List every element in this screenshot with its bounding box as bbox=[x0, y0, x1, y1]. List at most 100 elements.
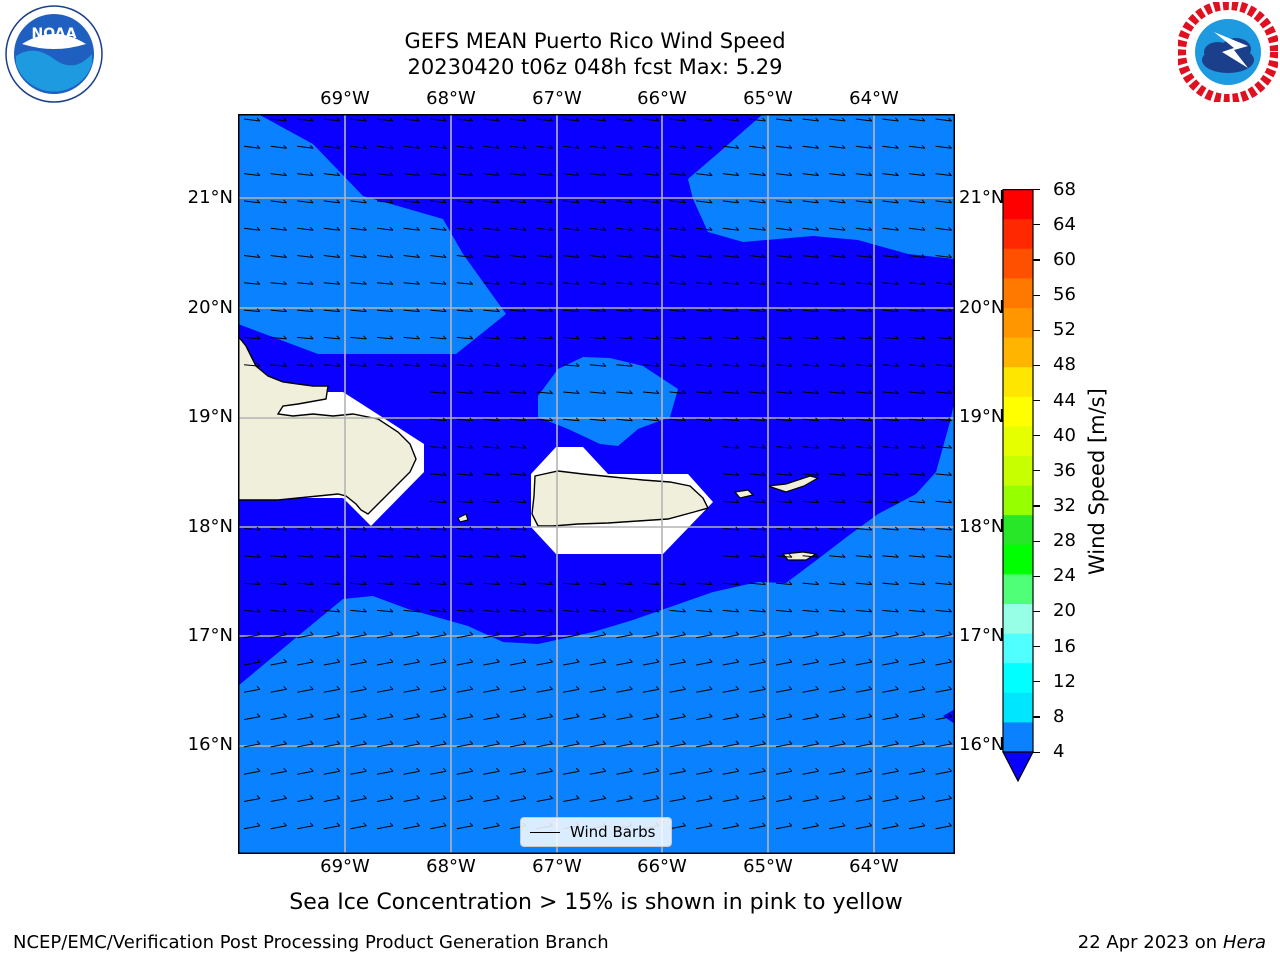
wind-barb bbox=[722, 767, 740, 775]
wind-barb bbox=[297, 553, 314, 558]
lon-tick-bottom-4: 66°W bbox=[637, 856, 687, 877]
colorbar-tick-mark bbox=[1033, 259, 1040, 261]
wind-barb bbox=[935, 658, 952, 666]
wind-barb bbox=[749, 472, 766, 476]
wind-barb bbox=[722, 390, 740, 394]
lat-tick-left-2: 20°N bbox=[187, 297, 233, 318]
wind-barb bbox=[430, 608, 447, 613]
wind-barb bbox=[908, 117, 926, 122]
wind-barb bbox=[908, 581, 926, 586]
wind-barb bbox=[483, 308, 500, 313]
wind-barb bbox=[297, 226, 314, 231]
wind-barb bbox=[456, 144, 474, 149]
wind-barb bbox=[350, 608, 367, 613]
wind-barb bbox=[775, 795, 793, 802]
wind-barb bbox=[350, 117, 367, 122]
wind-barb bbox=[536, 308, 553, 313]
wind-barb bbox=[403, 226, 420, 231]
wind-barb bbox=[376, 608, 394, 613]
wind-barb bbox=[882, 822, 899, 830]
wind-barb bbox=[829, 713, 846, 721]
wind-barb bbox=[430, 117, 447, 122]
wind-barb bbox=[802, 390, 819, 394]
colorbar-cell bbox=[1003, 574, 1033, 605]
wind-barb bbox=[376, 117, 394, 122]
wind-barb bbox=[483, 553, 500, 558]
wind-barb bbox=[403, 581, 420, 586]
colorbar-tick-mark bbox=[1033, 716, 1040, 718]
wind-barb bbox=[829, 117, 846, 122]
wind-barb bbox=[430, 822, 447, 830]
wind-barb bbox=[642, 117, 660, 122]
wind-barb bbox=[430, 767, 447, 775]
lat-tick-left-5: 17°N bbox=[187, 625, 233, 646]
colorbar-tick-label: 52 bbox=[1053, 319, 1076, 341]
wind-barb bbox=[403, 553, 420, 558]
wind-barb bbox=[669, 362, 686, 367]
wind-barb bbox=[376, 280, 394, 285]
colorbar-cell bbox=[1003, 219, 1033, 250]
wind-barb bbox=[456, 526, 474, 531]
wind-barb bbox=[749, 226, 766, 231]
wind-barb bbox=[669, 767, 686, 775]
wind-barb bbox=[483, 254, 500, 258]
wind-barb bbox=[642, 417, 660, 422]
wind-barb bbox=[509, 335, 527, 340]
wind-barb bbox=[908, 199, 926, 204]
wind-barb bbox=[563, 199, 580, 204]
wind-barb bbox=[908, 767, 926, 775]
wind-barb bbox=[642, 308, 660, 313]
wind-barb bbox=[430, 280, 447, 285]
wind-barb bbox=[669, 608, 686, 613]
wind-barb bbox=[323, 335, 341, 340]
wind-barb bbox=[855, 767, 873, 775]
wind-barb bbox=[376, 144, 394, 149]
wind-barb bbox=[430, 335, 447, 340]
wind-barb bbox=[775, 685, 793, 693]
wind-barb bbox=[642, 254, 660, 258]
wind-band-4-8-blob bbox=[538, 357, 678, 446]
wind-barb bbox=[509, 362, 527, 367]
wind-barb bbox=[563, 767, 580, 775]
wind-barb bbox=[350, 795, 367, 802]
wind-barb bbox=[908, 472, 926, 476]
wind-barb bbox=[403, 308, 420, 313]
wind-barb bbox=[350, 199, 367, 204]
wind-barb bbox=[749, 417, 766, 422]
wind-barb bbox=[749, 608, 766, 613]
wind-barb bbox=[243, 226, 261, 231]
wind-barb bbox=[696, 362, 713, 367]
map-title-line2: 20230420 t06z 048h fcst Max: 5.29 bbox=[407, 55, 783, 79]
colorbar-tick-label: 24 bbox=[1053, 565, 1076, 587]
lon-tick-bottom-3: 67°W bbox=[532, 856, 582, 877]
wind-barb bbox=[829, 472, 846, 476]
wind-barb bbox=[775, 472, 793, 476]
wind-barb bbox=[456, 713, 474, 721]
wind-barb bbox=[908, 144, 926, 149]
colorbar-cell bbox=[1003, 515, 1033, 546]
wind-barb bbox=[376, 308, 394, 313]
wind-barb bbox=[775, 117, 793, 122]
wind-barb bbox=[323, 362, 341, 367]
wind-barb bbox=[297, 685, 314, 693]
wind-barb bbox=[749, 362, 766, 367]
wind-barb bbox=[323, 280, 341, 285]
wind-barb bbox=[430, 499, 447, 504]
wind-barb bbox=[935, 740, 952, 748]
wind-barb bbox=[722, 631, 740, 639]
wind-barb bbox=[749, 117, 766, 122]
wind-barb bbox=[696, 581, 713, 586]
wind-barb bbox=[403, 199, 420, 204]
wind-barb bbox=[456, 444, 474, 449]
wind-barb bbox=[669, 713, 686, 721]
wind-barb bbox=[563, 335, 580, 340]
wind-barb bbox=[243, 685, 261, 693]
wind-barb bbox=[855, 172, 873, 177]
wind-barb bbox=[855, 499, 873, 504]
wind-barb bbox=[696, 740, 713, 748]
wind-barb bbox=[536, 335, 553, 340]
wind-barb bbox=[270, 767, 287, 775]
wind-barb bbox=[669, 226, 686, 231]
wind-barb bbox=[882, 226, 899, 231]
wind-barb bbox=[802, 526, 819, 531]
